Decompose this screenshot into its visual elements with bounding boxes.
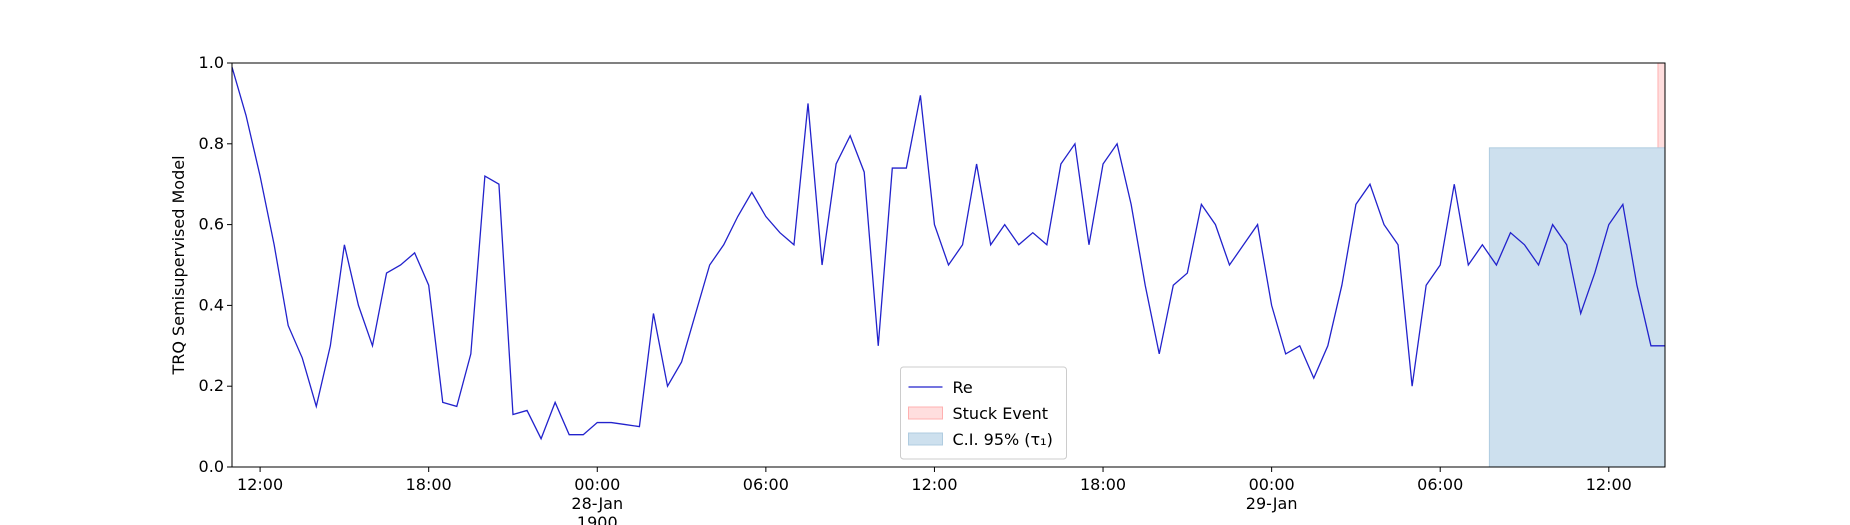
y-tick-label: 0.8 — [199, 134, 224, 153]
plot-frame — [231, 62, 1666, 468]
x-tick-label: 29-Jan — [1246, 494, 1298, 513]
x-tick-label: 1900 — [577, 513, 618, 525]
y-tick-label: 0.6 — [199, 215, 224, 234]
x-tick-label: 18:00 — [406, 475, 452, 494]
y-tick-label: 0.4 — [199, 295, 224, 314]
legend-patch — [908, 406, 943, 420]
x-tick-label: 06:00 — [1417, 475, 1463, 494]
y-tick-label: 0.2 — [199, 376, 224, 395]
span — [1488, 147, 1666, 468]
x-tick-label: 18:00 — [1080, 475, 1126, 494]
line — [231, 66, 1665, 441]
y-tick-label: 1.0 — [199, 53, 224, 72]
x-tick-label: 12:00 — [237, 475, 283, 494]
legend-label: C.I. 95% (τ₁) — [953, 430, 1053, 449]
x-tick-label: 28-Jan — [571, 494, 623, 513]
x-tick-label: 00:00 — [1249, 475, 1295, 494]
x-tick-label: 12:00 — [911, 475, 957, 494]
legend-label: Re — [953, 378, 973, 397]
legend-label: Stuck Event — [953, 404, 1049, 423]
x-tick-label: 00:00 — [574, 475, 620, 494]
y-axis-label: TRQ Semisupervised Model — [169, 155, 188, 375]
x-tick-label: 06:00 — [743, 475, 789, 494]
legend-patch — [908, 432, 943, 446]
y-tick-label: 0.0 — [199, 457, 224, 476]
x-tick-label: 12:00 — [1586, 475, 1632, 494]
